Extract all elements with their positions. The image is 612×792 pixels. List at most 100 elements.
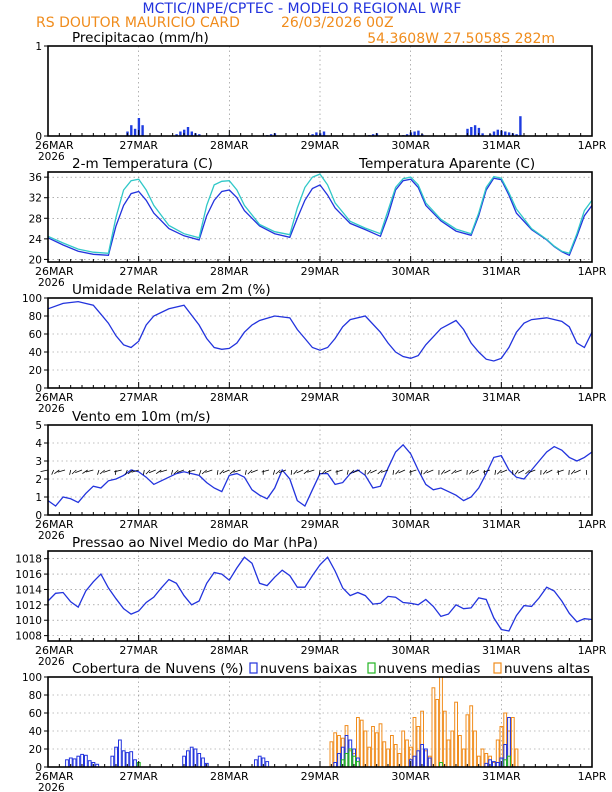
ytick-label: 1014 <box>15 584 42 596</box>
series-line-temp-1 <box>47 173 593 255</box>
wind-arrow <box>377 469 383 475</box>
precip-bar <box>496 129 499 136</box>
wind-arrow <box>451 469 457 475</box>
precip-bar <box>417 130 420 136</box>
ytick-label: 24 <box>29 234 43 246</box>
xtick-label: 31MAR <box>482 391 521 404</box>
wind-arrow <box>296 469 304 474</box>
cloud-bar <box>461 748 466 768</box>
precip-bar <box>137 118 141 136</box>
cloud-bar <box>189 746 194 768</box>
wind-arrow <box>556 469 564 473</box>
xtick-label: 1APR <box>578 391 607 404</box>
wind-arrow <box>278 469 287 473</box>
xtick-label: 1APR <box>578 770 607 783</box>
panel-temp: 20 24 28 32 36 26MAR 27MAR 28MAR 29MAR 30MAR 31MAR… <box>29 156 607 289</box>
cloud-bar <box>356 761 360 768</box>
cloud-bar <box>344 753 349 768</box>
cloud-bar <box>412 755 417 768</box>
cloud-bar <box>469 705 474 768</box>
cloud-bar <box>363 730 368 768</box>
wind-arrow <box>483 469 486 475</box>
wind-arrow <box>275 469 281 475</box>
ytick-label: 2 <box>35 474 42 486</box>
wind-arrow <box>370 469 377 474</box>
ytick-label: 100 <box>22 672 42 684</box>
wind-arrow <box>444 469 451 474</box>
precip-bar <box>477 127 481 136</box>
cloud-bar <box>337 753 341 768</box>
ytick-label: 32 <box>29 193 42 205</box>
xtick-label: 28MAR <box>210 644 249 657</box>
wind-arrow <box>352 469 360 473</box>
xtick-label: 1APR <box>578 139 607 152</box>
panel-precip: 0 1 26MAR 27MAR 28MAR 29MAR 30MAR 31MAR 1APR 2026… <box>35 30 607 163</box>
ytick-label: 1010 <box>15 615 42 627</box>
wind-arrow <box>517 469 525 474</box>
wind-arrow <box>54 469 60 475</box>
xtick-label: 1APR <box>578 644 607 657</box>
wind-arrow <box>97 469 100 475</box>
cloud-bar <box>393 744 398 768</box>
precip-bar <box>371 134 375 136</box>
ytick-label: 80 <box>29 690 42 702</box>
cloud-bar <box>378 723 383 768</box>
precip-bar <box>130 125 133 136</box>
ytick-label: 60 <box>29 329 42 341</box>
series-line-pressure-0 <box>47 556 593 632</box>
wind-arrow <box>472 469 479 474</box>
cloud-bar <box>87 760 92 768</box>
xtick-label: 29MAR <box>301 391 340 404</box>
wind-arrow <box>392 469 395 475</box>
wind-arrow <box>99 469 105 475</box>
wind-arrow <box>440 469 446 475</box>
cloud-bar <box>359 719 364 768</box>
wind-arrow <box>568 469 570 475</box>
cloud-bar <box>382 741 387 768</box>
wind-arrow <box>307 469 315 473</box>
ytick-label: 1016 <box>15 569 42 581</box>
wind-arrow <box>187 469 196 473</box>
wind-arrow <box>250 469 258 473</box>
ytick-label: 0 <box>35 383 42 395</box>
panel-title-rh: Umidade Relativa em 2m (%) <box>72 282 271 298</box>
wind-arrow <box>570 469 576 475</box>
precip-bar <box>413 131 416 136</box>
ytick-label: 20 <box>29 744 42 756</box>
cloud-bar <box>76 755 81 768</box>
panel-title-temp: 2-m Temperatura (C) <box>72 156 213 172</box>
year-label: 2026 <box>38 530 65 542</box>
xtick-label: 26MAR <box>35 518 74 531</box>
wind-arrow <box>222 469 230 474</box>
wind-arrow <box>321 469 326 475</box>
cloud-bar <box>405 739 409 768</box>
cloud-bar <box>507 755 511 768</box>
xtick-label: 27MAR <box>119 265 158 278</box>
xtick-label: 27MAR <box>119 770 158 783</box>
cloud-bar <box>367 746 372 768</box>
precip-bar <box>179 131 182 136</box>
wind-arrow <box>335 469 343 473</box>
wind-arrow <box>423 469 428 475</box>
xtick-label: 26MAR <box>35 770 74 783</box>
xtick-label: 28MAR <box>210 518 249 531</box>
cloud-bar <box>265 761 270 768</box>
wind-arrow <box>261 469 270 473</box>
precip-bar <box>473 125 477 136</box>
wind-arrow <box>171 469 174 475</box>
cloud-bar <box>348 748 353 768</box>
wind-arrow <box>247 469 253 475</box>
wind-arrow <box>367 469 372 475</box>
wind-arrow <box>542 469 548 475</box>
wind-arrow <box>229 469 236 475</box>
panel-rh: 0 20 40 60 80 100 26MAR 27MAR 28MAR 29MAR 30MAR 31M… <box>22 282 607 415</box>
ytick-label: 28 <box>29 213 42 225</box>
xtick-label: 31MAR <box>482 770 521 783</box>
xtick-label: 29MAR <box>301 770 340 783</box>
cloud-bar <box>329 741 334 768</box>
cloud-bar <box>480 748 485 768</box>
wind-arrow <box>398 469 406 474</box>
ytick-label: 3 <box>35 456 42 468</box>
wind-arrow <box>216 469 219 475</box>
ytick-label: 1008 <box>15 631 42 643</box>
